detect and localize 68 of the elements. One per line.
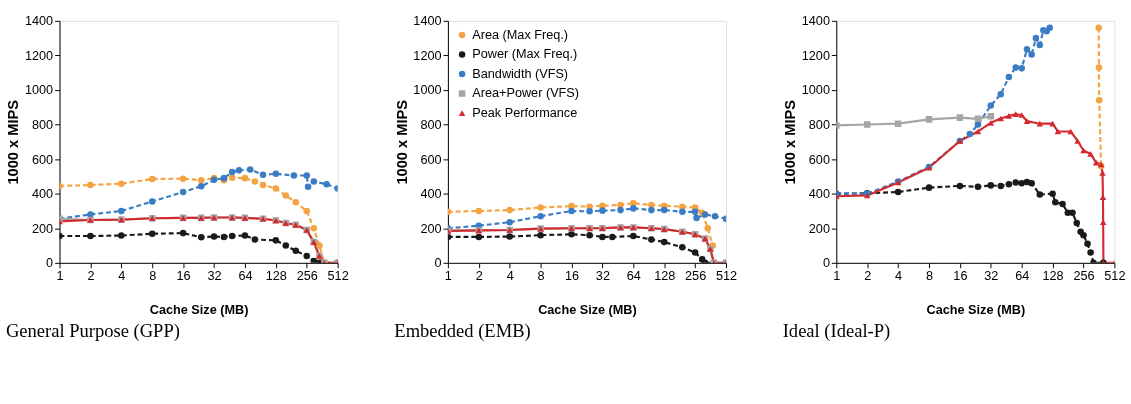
- y-tick-label: 800: [808, 117, 830, 132]
- x-tick-label: 4: [895, 268, 903, 283]
- x-tick-label: 1: [833, 268, 841, 283]
- x-tick-label: 256: [1073, 268, 1095, 283]
- text: Embedded (EMB): [394, 320, 531, 342]
- x-axis-title: Cache Size (MB): [538, 303, 637, 318]
- legend-label: Power (Max Freq.): [472, 47, 578, 62]
- y-axis-title: 1000 x MIPS: [5, 99, 22, 185]
- x-tick-label: 512: [327, 268, 349, 283]
- x-tick-label: 32: [595, 268, 610, 283]
- x-tick-label: 64: [238, 268, 253, 283]
- y-tick-label: 600: [32, 152, 54, 167]
- x-tick-label: 128: [1042, 268, 1064, 283]
- x-tick-label: 32: [984, 268, 999, 283]
- x-tick-label: 8: [925, 268, 934, 283]
- x-axis-title: Cache Size (MB): [926, 303, 1026, 318]
- y-tick-label: 600: [808, 152, 830, 167]
- x-tick-label: 32: [207, 268, 222, 283]
- x-tick-label: 16: [176, 268, 191, 283]
- x-tick-label: 256: [296, 268, 318, 283]
- y-tick-label: 1200: [24, 48, 54, 63]
- y-tick-label: 0: [822, 256, 830, 271]
- x-tick-label: 2: [87, 268, 95, 283]
- y-axis-title: 1000 x MIPS: [393, 99, 410, 185]
- y-tick-label: 800: [420, 117, 442, 132]
- x-tick-label: 4: [118, 268, 126, 283]
- x-tick-label: 4: [506, 268, 514, 283]
- legend-label: Peak Performance: [472, 105, 578, 120]
- x-tick-label: 2: [864, 268, 872, 283]
- text: General Purpose (GPP): [5, 320, 180, 342]
- x-axis-title: Cache Size (MB): [149, 303, 249, 318]
- y-tick-label: 1400: [801, 14, 830, 29]
- y-tick-label: 1400: [413, 14, 442, 29]
- y-tick-label: 1000: [413, 83, 442, 98]
- y-tick-label: 1200: [413, 48, 442, 63]
- x-tick-label: 16: [953, 268, 968, 283]
- x-tick-label: 256: [685, 268, 707, 283]
- x-tick-label: 1: [444, 268, 452, 283]
- x-tick-label: 64: [1015, 268, 1030, 283]
- x-tick-label: 16: [564, 268, 580, 283]
- y-tick-label: 1200: [801, 48, 830, 63]
- legend-label: Bandwidth (VFS): [472, 66, 569, 81]
- legend-label: Area+Power (VFS): [472, 86, 580, 101]
- y-tick-label: 0: [46, 256, 54, 271]
- y-tick-label: 1000: [801, 83, 830, 98]
- y-axis-title: 1000 x MIPS: [781, 99, 798, 185]
- x-tick-label: 512: [715, 268, 738, 283]
- y-tick-label: 600: [420, 152, 442, 167]
- y-tick-label: 200: [420, 221, 442, 236]
- x-tick-label: 128: [654, 268, 676, 283]
- x-tick-label: 2: [475, 268, 483, 283]
- x-tick-label: 64: [626, 268, 641, 283]
- y-tick-label: 200: [32, 221, 54, 236]
- x-tick-label: 128: [265, 268, 287, 283]
- text: Ideal (Ideal-P): [782, 320, 891, 342]
- y-tick-label: 400: [32, 187, 54, 202]
- y-tick-label: 800: [32, 117, 54, 132]
- x-tick-label: 8: [537, 268, 545, 283]
- x-tick-label: 512: [1104, 268, 1126, 283]
- y-tick-label: 200: [808, 221, 830, 236]
- y-tick-label: 400: [420, 187, 442, 202]
- x-tick-label: 1: [56, 268, 64, 283]
- legend-label: Area (Max Freq.): [472, 27, 569, 42]
- y-tick-label: 400: [808, 187, 830, 202]
- y-tick-label: 1400: [24, 14, 54, 29]
- y-tick-label: 1000: [24, 83, 54, 98]
- y-tick-label: 0: [434, 256, 442, 271]
- x-tick-label: 8: [149, 268, 157, 283]
